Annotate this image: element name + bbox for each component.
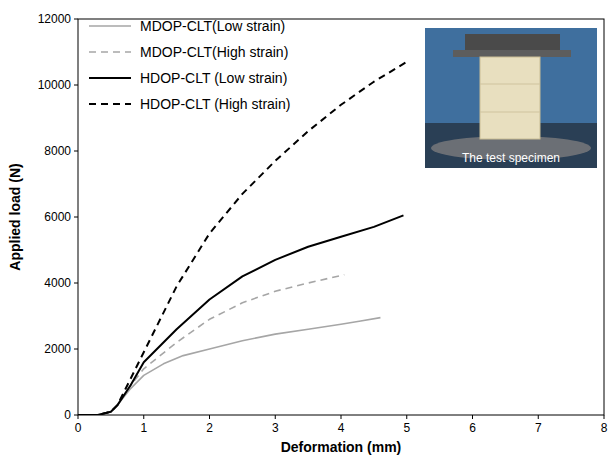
y-tick xyxy=(74,217,78,218)
x-tick xyxy=(341,415,342,419)
x-tick-label: 2 xyxy=(206,421,213,435)
x-tick-label: 8 xyxy=(601,421,608,435)
y-tick-label: 12000 xyxy=(38,12,72,26)
legend-label: HDOP-CLT (Low strain) xyxy=(140,70,287,86)
x-tick-label: 7 xyxy=(535,421,542,435)
series-group xyxy=(78,62,407,415)
y-tick-label: 10000 xyxy=(38,78,72,92)
x-tick-label: 0 xyxy=(75,421,82,435)
y-tick-label: 4000 xyxy=(44,276,71,290)
photo-head xyxy=(465,34,560,50)
legend-label: MDOP-CLT(High strain) xyxy=(140,44,288,60)
x-tick xyxy=(406,415,407,419)
x-tick xyxy=(604,415,605,419)
legend: MDOP-CLT(Low strain) MDOP-CLT(High strain… xyxy=(89,18,290,112)
legend-swatch xyxy=(89,103,131,105)
series-line xyxy=(78,275,344,415)
photo-caption: The test specimen xyxy=(462,151,560,165)
x-tick-label: 3 xyxy=(272,421,279,435)
y-tick xyxy=(74,19,78,20)
y-tick xyxy=(74,415,78,416)
photo-layer xyxy=(480,84,540,85)
photo-specimen xyxy=(480,57,540,139)
x-tick xyxy=(209,415,210,419)
x-tick xyxy=(78,415,79,419)
series-line xyxy=(78,318,380,415)
legend-swatch xyxy=(89,77,131,79)
y-tick-label: 8000 xyxy=(44,144,71,158)
photo-layer xyxy=(480,112,540,113)
x-tick-label: 5 xyxy=(403,421,410,435)
legend-label: MDOP-CLT(Low strain) xyxy=(140,18,285,34)
x-axis-title: Deformation (mm) xyxy=(281,439,402,455)
x-tick-label: 1 xyxy=(140,421,147,435)
x-tick xyxy=(472,415,473,419)
y-tick-label: 0 xyxy=(64,408,71,422)
legend-label: HDOP-CLT (High strain) xyxy=(140,96,290,112)
y-axis-title: Applied load (N) xyxy=(7,163,23,270)
x-tick-label: 6 xyxy=(469,421,476,435)
y-tick xyxy=(74,283,78,284)
y-tick xyxy=(74,85,78,86)
y-tick-label: 2000 xyxy=(44,342,71,356)
x-tick-label: 4 xyxy=(338,421,345,435)
x-tick xyxy=(275,415,276,419)
specimen-photo: The test specimen xyxy=(425,28,597,168)
photo-plate xyxy=(453,50,571,57)
legend-swatch xyxy=(89,25,131,27)
photo-background xyxy=(425,28,597,168)
legend-swatch xyxy=(89,51,131,53)
y-tick-label: 6000 xyxy=(44,210,71,224)
y-tick xyxy=(74,151,78,152)
x-tick xyxy=(538,415,539,419)
y-tick xyxy=(74,349,78,350)
series-line xyxy=(78,62,407,415)
x-tick xyxy=(143,415,144,419)
plot-frame xyxy=(78,19,604,415)
